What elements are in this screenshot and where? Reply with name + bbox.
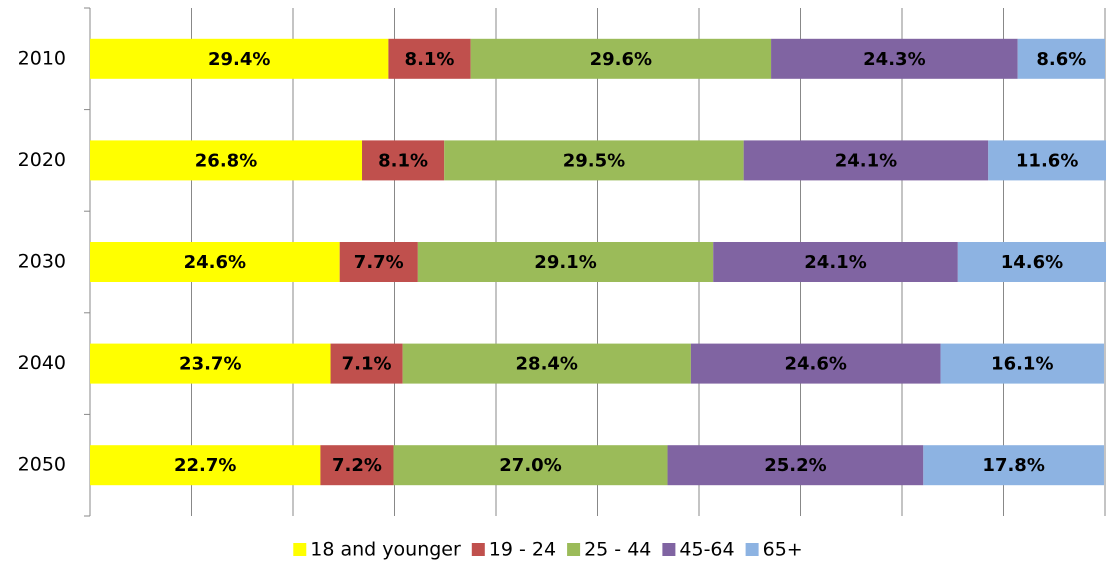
bar-segment [444,140,744,181]
data-label: 28.4% [516,354,578,375]
legend-label: 65+ [763,539,803,561]
legend-swatch [567,543,581,556]
data-label: 7.7% [354,252,404,273]
data-label: 24.1% [835,150,897,171]
bar-segment [388,38,471,79]
data-label: 26.8% [195,150,257,171]
bar-segment [330,343,403,384]
legend-swatch [662,543,676,556]
bar-segment [393,445,668,486]
y-tick-label: 2020 [18,149,66,171]
data-label: 29.6% [590,49,652,70]
bar-segment [402,343,691,384]
data-label: 7.1% [342,354,392,375]
data-label: 17.8% [982,455,1044,476]
bar-segment [362,140,445,181]
data-label: 8.6% [1036,49,1086,70]
bar-segment [90,242,340,282]
data-label: 14.6% [1001,252,1063,273]
data-label: 27.0% [499,455,561,476]
data-label: 22.7% [174,455,236,476]
y-tick-label: 2030 [18,251,66,273]
bar-segment [743,140,989,181]
bar-segment [771,38,1018,79]
data-label: 11.6% [1016,150,1078,171]
data-label: 24.3% [863,49,925,70]
data-label: 25.2% [764,455,826,476]
data-label: 24.6% [184,252,246,273]
data-label: 8.1% [378,150,428,171]
bar-segment [1017,38,1105,79]
data-label: 29.4% [208,49,270,70]
y-tick-label: 2040 [18,352,66,374]
bar-segment [339,242,418,282]
bar-segment [713,242,958,282]
bar-segment [470,38,772,79]
bar-segment [690,343,941,384]
data-label: 8.1% [405,49,455,70]
legend-label: 45-64 [679,539,734,561]
bar-segment [320,445,394,486]
data-label: 7.2% [332,455,382,476]
data-label: 24.1% [804,252,866,273]
legend-label: 25 - 44 [584,539,651,561]
legend-swatch [745,543,759,556]
bar-segment [923,445,1104,486]
bar-segment [417,242,714,282]
bar-segment [90,140,363,181]
data-label: 29.5% [563,150,625,171]
data-label: 16.1% [991,354,1053,375]
data-label: 29.1% [534,252,596,273]
data-label: 24.6% [784,354,846,375]
bar-segment [940,343,1104,384]
bar-segment [90,38,389,79]
legend-label: 18 and younger [310,539,461,561]
y-tick-label: 2050 [18,454,66,476]
bar-segment [90,445,321,486]
bar-segment [988,140,1107,181]
bar-segment [667,445,924,486]
bar-segment [90,343,331,384]
legend-label: 19 - 24 [489,539,556,561]
legend-swatch [471,543,485,556]
legend-swatch [293,543,307,556]
y-tick-label: 2010 [18,47,66,69]
data-label: 23.7% [179,354,241,375]
bar-segment [957,242,1107,282]
